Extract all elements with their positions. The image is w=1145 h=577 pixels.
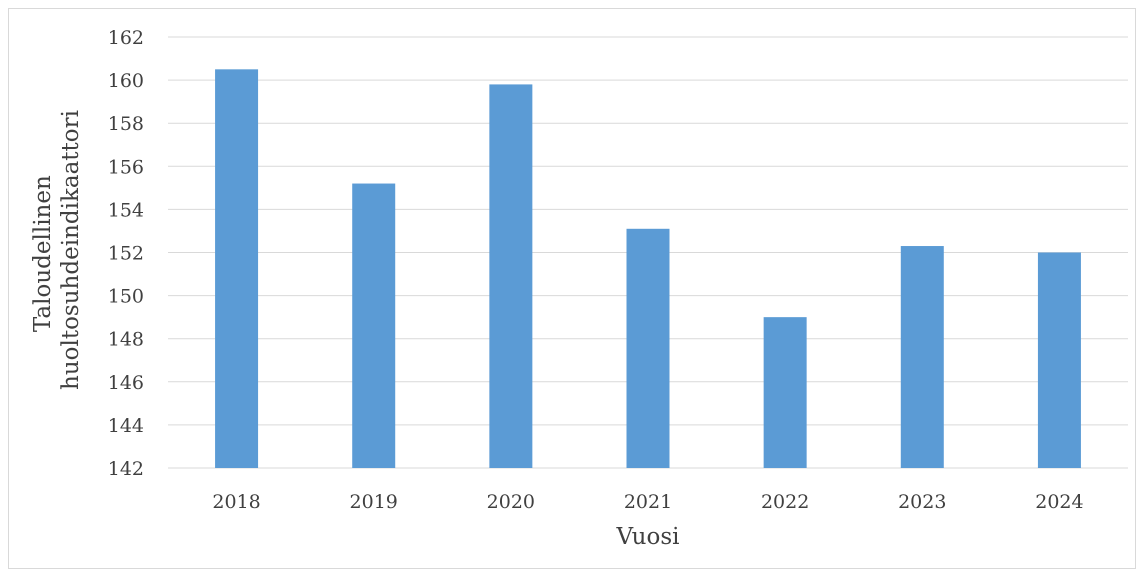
bar-2021	[626, 228, 670, 468]
gridlines	[168, 36, 1128, 469]
bar-2024	[1037, 252, 1081, 468]
y-tick-label: 158	[108, 113, 144, 135]
x-tick-label: 2019	[350, 491, 398, 513]
x-tick-label: 2022	[761, 491, 809, 513]
y-tick-labels: 142 144 146 148 150 152 154 156 158 160 162	[108, 27, 144, 480]
y-tick-label: 156	[108, 156, 144, 178]
bars	[215, 69, 1081, 469]
x-tick-label: 2024	[1035, 491, 1083, 513]
chart-frame	[8, 8, 1136, 569]
y-axis-title-line-2: huoltosuhdeindikaattori	[58, 110, 84, 390]
bar-2018	[215, 69, 259, 468]
bar-2020	[489, 84, 533, 468]
x-axis-title: Vuosi	[616, 524, 680, 550]
y-tick-label: 154	[108, 199, 144, 221]
y-tick-label: 148	[108, 329, 144, 351]
x-tick-label: 2023	[898, 491, 946, 513]
y-tick-label: 160	[108, 70, 144, 92]
y-tick-label: 150	[108, 286, 144, 308]
bar-2019	[352, 183, 396, 469]
bar-2022	[763, 317, 807, 468]
y-tick-label: 152	[108, 243, 144, 265]
x-tick-label: 2021	[624, 491, 672, 513]
y-tick-label: 142	[108, 458, 144, 480]
x-tick-label: 2018	[212, 491, 260, 513]
y-tick-label: 162	[108, 27, 144, 49]
y-tick-label: 144	[108, 415, 144, 437]
x-tick-label: 2020	[487, 491, 535, 513]
y-tick-label: 146	[108, 372, 144, 394]
x-tick-labels: 2018 2019 2020 2021 2022 2023 2024	[212, 491, 1083, 513]
y-axis-title-line-1: Taloudellinen	[30, 175, 56, 332]
bar-2023	[900, 246, 944, 468]
y-axis-title: Taloudellinen huoltosuhdeindikaattori	[30, 110, 84, 390]
